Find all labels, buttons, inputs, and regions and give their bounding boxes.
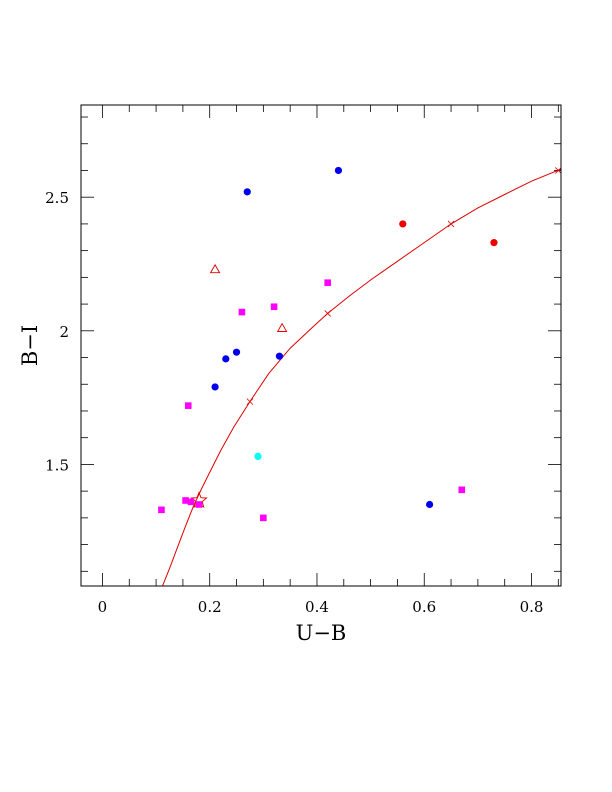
circle-point — [399, 220, 407, 228]
x-tick-label: 0 — [98, 598, 108, 616]
circle-point — [254, 452, 262, 460]
y-tick-label: 2 — [59, 323, 69, 341]
tick-labels: 0 0.2 0.4 0.6 0.8 1.5 2 2.5 — [45, 189, 543, 616]
square-point — [184, 402, 192, 409]
x-tick-label: 0.2 — [198, 598, 222, 616]
square-point — [324, 279, 332, 287]
square-point — [458, 486, 466, 494]
x-tick-label: 0.8 — [520, 598, 544, 616]
data-points-layer — [158, 166, 498, 522]
y-tick-label: 1.5 — [45, 456, 69, 474]
square-point — [260, 514, 267, 522]
square-point — [195, 501, 203, 508]
y-tick-label: 2.5 — [45, 189, 69, 207]
circle-point — [211, 383, 219, 391]
circle-point — [243, 188, 251, 196]
x-tick-label: 0.4 — [305, 598, 329, 616]
circle-point — [490, 239, 498, 247]
x-axis-label: U−B — [296, 621, 347, 645]
curve-x-marker — [555, 167, 561, 174]
square-point — [270, 303, 278, 311]
square-point — [187, 498, 195, 506]
circle-point — [232, 348, 241, 356]
square-point — [158, 506, 165, 514]
model-curve — [162, 168, 561, 586]
y-axis-label: B−I — [18, 325, 42, 366]
axis-ticks — [81, 105, 561, 586]
circle-point — [222, 355, 230, 363]
square-point — [182, 497, 189, 504]
curve-x-marker — [447, 220, 455, 228]
triangle-point — [276, 322, 288, 332]
circle-point — [275, 352, 284, 360]
curve-x-marker — [324, 310, 331, 317]
circle-point — [426, 500, 434, 509]
circle-point — [334, 166, 343, 175]
triangle-point — [209, 263, 221, 274]
square-point — [238, 308, 246, 316]
x-tick-label: 0.6 — [412, 598, 436, 616]
plot-frame — [80, 104, 562, 587]
model-curve-layer — [162, 167, 561, 586]
curve-x-marker — [246, 398, 254, 405]
